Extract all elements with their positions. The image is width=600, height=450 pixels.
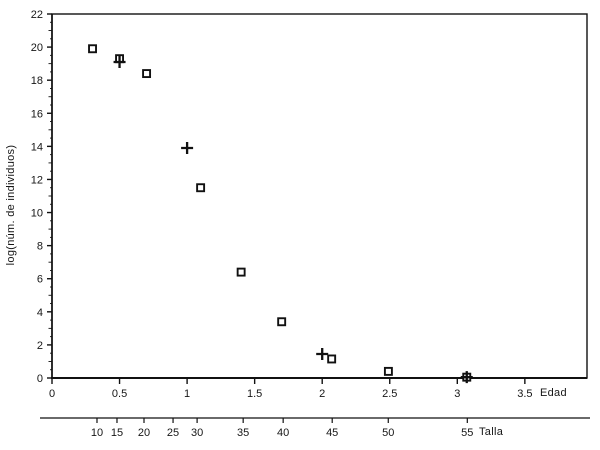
y-tick-label: 22 <box>31 9 43 21</box>
talla-axis-title: Talla <box>479 426 504 438</box>
x-tick-label: 1.5 <box>247 388 262 400</box>
talla-tick-label: 30 <box>191 427 203 439</box>
x-tick-label: 1 <box>184 388 190 400</box>
data-point-plus <box>113 55 126 68</box>
data-point-plus <box>460 371 473 384</box>
y-tick-label: 4 <box>37 307 43 319</box>
talla-tick-label: 45 <box>326 427 338 439</box>
y-tick-label: 6 <box>37 274 43 286</box>
y-tick-label: 0 <box>37 373 43 385</box>
x-tick-label: 0.5 <box>112 388 127 400</box>
data-point-square <box>88 44 97 54</box>
talla-tick-label: 15 <box>111 427 123 439</box>
y-axis-title: log(núm. de individuos) <box>5 144 17 266</box>
talla-tick-label: 50 <box>382 427 394 439</box>
y-tick-label: 12 <box>31 174 43 186</box>
talla-tick-label: 35 <box>237 427 249 439</box>
y-tick-label: 16 <box>31 108 43 120</box>
y-tick-label: 20 <box>31 42 43 54</box>
talla-tick-label: 40 <box>277 427 289 439</box>
y-tick-label: 8 <box>37 241 43 253</box>
x-tick-label: 3.5 <box>517 388 532 400</box>
data-point-square <box>383 366 393 376</box>
data-point-square <box>327 354 337 364</box>
talla-tick-label: 20 <box>138 427 150 439</box>
x-tick-label: 3 <box>454 388 460 400</box>
talla-tick-label: 55 <box>461 427 473 439</box>
y-tick-label: 18 <box>31 75 43 87</box>
y-tick-label: 10 <box>31 208 43 220</box>
data-point-square <box>142 69 152 79</box>
x-axis-title: Edad <box>540 387 567 399</box>
data-point-square <box>196 183 206 193</box>
data-point-plus <box>181 142 194 155</box>
talla-tick-label: 10 <box>91 427 103 439</box>
x-tick-label: 2.5 <box>382 388 397 400</box>
x-tick-label: 2 <box>319 388 325 400</box>
talla-tick-label: 25 <box>167 427 179 439</box>
data-point-plus <box>316 348 329 361</box>
data-point-square <box>277 317 287 327</box>
data-point-square <box>236 267 246 277</box>
y-tick-label: 14 <box>31 141 43 153</box>
plot-border <box>51 13 588 379</box>
x-tick-label: 0 <box>49 388 55 400</box>
y-tick-label: 2 <box>37 340 43 352</box>
